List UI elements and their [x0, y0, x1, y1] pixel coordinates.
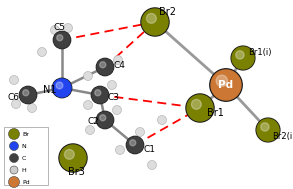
Text: Br2(i): Br2(i) [272, 132, 293, 140]
Circle shape [54, 32, 70, 48]
Circle shape [97, 59, 113, 75]
Circle shape [97, 112, 113, 128]
Circle shape [130, 140, 136, 146]
Circle shape [256, 118, 280, 142]
Circle shape [113, 56, 122, 64]
Text: N1: N1 [43, 85, 57, 95]
Circle shape [191, 99, 201, 109]
Circle shape [96, 111, 114, 129]
Text: C2: C2 [87, 118, 99, 126]
Circle shape [9, 75, 18, 84]
Circle shape [64, 23, 72, 33]
Circle shape [57, 35, 63, 41]
Circle shape [86, 125, 95, 135]
Text: Br3: Br3 [68, 167, 84, 177]
Text: C5: C5 [54, 23, 66, 33]
Circle shape [95, 90, 101, 96]
Circle shape [28, 104, 37, 112]
Text: Br1: Br1 [207, 108, 224, 118]
Circle shape [8, 129, 20, 139]
Text: Br1(i): Br1(i) [248, 47, 272, 57]
Circle shape [216, 75, 227, 87]
Circle shape [142, 9, 168, 35]
Circle shape [147, 160, 156, 170]
Circle shape [64, 149, 74, 159]
Text: Pd: Pd [219, 80, 234, 90]
Circle shape [60, 145, 86, 171]
Text: N: N [21, 143, 26, 149]
Text: Br: Br [23, 132, 29, 136]
Circle shape [100, 62, 106, 68]
Circle shape [186, 94, 214, 122]
Circle shape [126, 136, 144, 154]
Circle shape [135, 128, 144, 136]
Circle shape [100, 115, 106, 121]
Circle shape [92, 87, 108, 103]
Text: C1: C1 [143, 146, 155, 154]
Text: C4: C4 [113, 60, 125, 70]
Circle shape [8, 177, 20, 187]
Circle shape [10, 166, 18, 174]
Text: C3: C3 [108, 92, 120, 101]
Circle shape [210, 69, 242, 101]
Text: Br2: Br2 [159, 7, 176, 17]
Circle shape [211, 70, 241, 100]
Circle shape [53, 31, 71, 49]
Circle shape [52, 78, 72, 98]
FancyBboxPatch shape [4, 127, 48, 185]
Circle shape [146, 13, 156, 23]
Circle shape [9, 142, 18, 150]
Circle shape [231, 46, 255, 70]
Circle shape [53, 79, 71, 97]
Circle shape [261, 123, 269, 131]
Circle shape [19, 86, 37, 104]
Circle shape [96, 58, 114, 76]
Circle shape [127, 137, 143, 153]
Circle shape [84, 101, 93, 109]
Circle shape [257, 119, 279, 141]
Circle shape [9, 153, 18, 163]
Circle shape [84, 71, 93, 81]
Circle shape [50, 26, 59, 35]
Circle shape [11, 99, 21, 108]
Circle shape [236, 51, 244, 59]
Circle shape [108, 81, 117, 90]
Text: Pd: Pd [23, 180, 30, 184]
Circle shape [113, 105, 122, 115]
Circle shape [232, 47, 254, 69]
Circle shape [20, 87, 36, 103]
Text: C: C [21, 156, 26, 160]
Circle shape [38, 47, 47, 57]
Circle shape [158, 115, 166, 125]
Circle shape [56, 82, 63, 89]
Circle shape [91, 86, 109, 104]
Circle shape [115, 146, 125, 154]
Circle shape [23, 90, 29, 96]
Circle shape [59, 144, 87, 172]
Circle shape [187, 95, 213, 121]
Circle shape [141, 8, 169, 36]
Text: H: H [21, 167, 26, 173]
Text: C6: C6 [7, 92, 19, 101]
